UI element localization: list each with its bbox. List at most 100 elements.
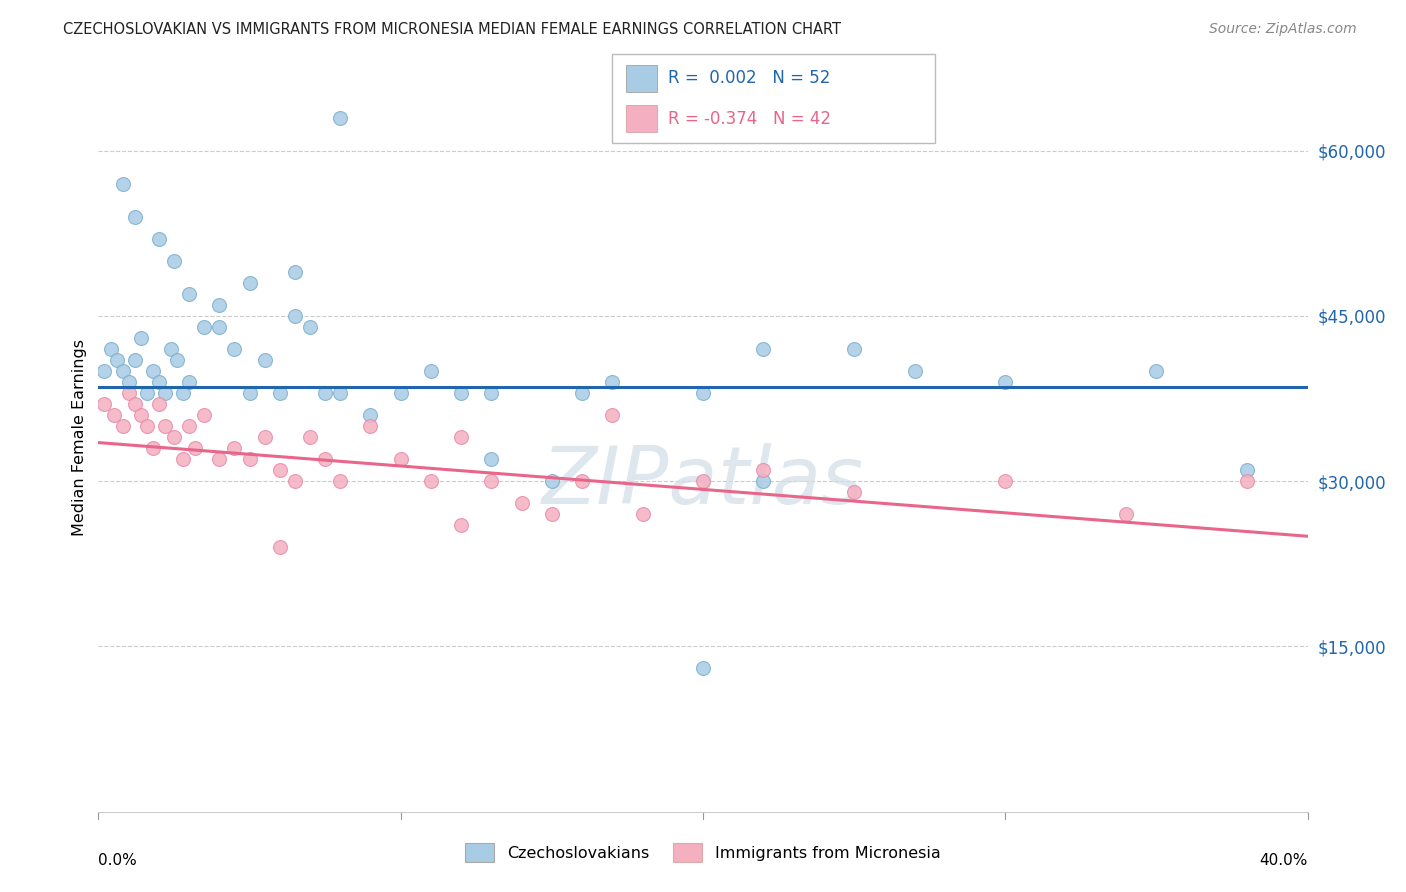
Point [111, 419, 134, 434]
Point [450, 386, 472, 401]
Point [1236, 463, 1258, 477]
Point [124, 353, 146, 368]
Point [135, 419, 157, 434]
Point [314, 386, 336, 401]
Point [329, 111, 352, 125]
Point [153, 419, 176, 434]
Point [148, 232, 170, 246]
Point [389, 452, 412, 467]
Point [481, 452, 503, 467]
Point [420, 364, 443, 378]
Point [692, 661, 714, 675]
Point [571, 386, 593, 401]
Point [179, 286, 201, 301]
Point [103, 408, 125, 422]
Text: 0.0%: 0.0% [98, 853, 138, 868]
Point [752, 463, 775, 477]
Point [904, 364, 927, 378]
Point [129, 331, 152, 345]
Point [844, 342, 866, 356]
Point [208, 298, 231, 312]
Point [124, 210, 146, 224]
Point [602, 408, 624, 422]
Point [481, 474, 503, 488]
Point [360, 419, 382, 434]
Point [184, 441, 207, 455]
Point [752, 474, 775, 488]
Point [844, 485, 866, 500]
Point [284, 265, 307, 279]
Point [153, 386, 176, 401]
Point [148, 397, 170, 411]
Point [142, 364, 165, 378]
Point [329, 474, 352, 488]
Point [692, 474, 714, 488]
Point [148, 375, 170, 389]
Point [1144, 364, 1167, 378]
Point [124, 397, 146, 411]
Point [105, 353, 128, 368]
Point [314, 452, 336, 467]
Point [172, 452, 194, 467]
Point [111, 177, 134, 191]
Point [269, 386, 291, 401]
Point [253, 430, 276, 444]
Point [193, 319, 215, 334]
Point [450, 518, 472, 533]
Text: Source: ZipAtlas.com: Source: ZipAtlas.com [1209, 22, 1357, 37]
Point [224, 441, 246, 455]
Point [239, 452, 262, 467]
Point [450, 430, 472, 444]
Point [1115, 507, 1137, 521]
Point [142, 441, 165, 455]
Point [360, 408, 382, 422]
Point [208, 452, 231, 467]
Point [389, 386, 412, 401]
Point [118, 386, 141, 401]
Point [100, 342, 122, 356]
Point [135, 386, 157, 401]
Point [284, 309, 307, 323]
Point [299, 319, 322, 334]
Point [253, 353, 276, 368]
Point [224, 342, 246, 356]
Point [93, 364, 115, 378]
Point [994, 375, 1017, 389]
Y-axis label: Median Female Earnings: Median Female Earnings [72, 339, 87, 535]
Text: ZIPatlas: ZIPatlas [541, 443, 865, 521]
Point [163, 430, 186, 444]
Point [602, 375, 624, 389]
Text: R = -0.374   N = 42: R = -0.374 N = 42 [668, 110, 831, 128]
Point [269, 541, 291, 555]
Point [540, 507, 562, 521]
Point [239, 386, 262, 401]
Point [93, 397, 115, 411]
Point [129, 408, 152, 422]
Point [692, 386, 714, 401]
Point [118, 375, 141, 389]
Point [752, 342, 775, 356]
Text: 40.0%: 40.0% [1260, 853, 1308, 868]
Point [329, 386, 352, 401]
Point [571, 474, 593, 488]
Point [172, 386, 194, 401]
Point [163, 253, 186, 268]
Point [160, 342, 183, 356]
Point [111, 364, 134, 378]
Legend: Czechoslovakians, Immigrants from Micronesia: Czechoslovakians, Immigrants from Micron… [460, 837, 946, 868]
Point [269, 463, 291, 477]
Point [166, 353, 188, 368]
Point [510, 496, 533, 510]
Point [284, 474, 307, 488]
Point [179, 375, 201, 389]
Point [179, 419, 201, 434]
Point [208, 319, 231, 334]
Point [239, 276, 262, 290]
Point [481, 386, 503, 401]
Text: R =  0.002   N = 52: R = 0.002 N = 52 [668, 70, 830, 87]
Text: CZECHOSLOVAKIAN VS IMMIGRANTS FROM MICRONESIA MEDIAN FEMALE EARNINGS CORRELATION: CZECHOSLOVAKIAN VS IMMIGRANTS FROM MICRO… [63, 22, 841, 37]
Point [420, 474, 443, 488]
Point [994, 474, 1017, 488]
Point [193, 408, 215, 422]
Point [1236, 474, 1258, 488]
